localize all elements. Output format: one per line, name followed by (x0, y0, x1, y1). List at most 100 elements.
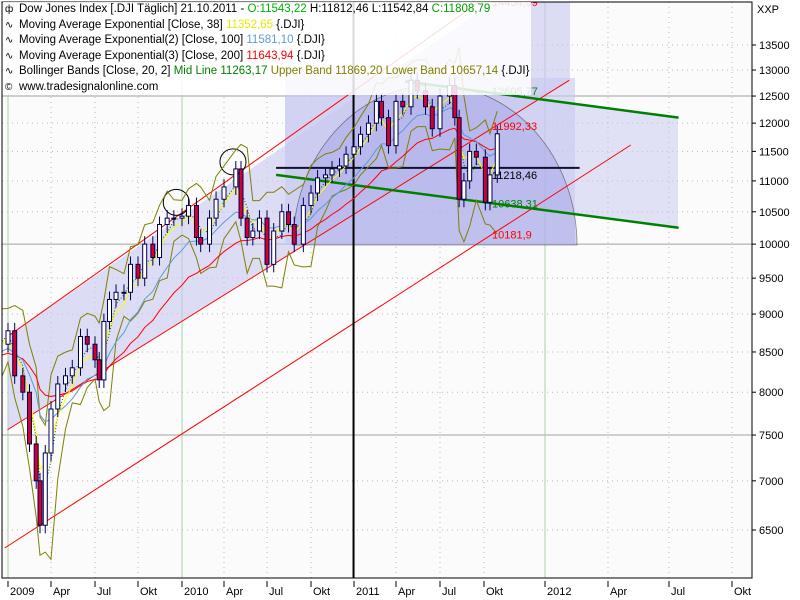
candle-body (373, 100, 379, 124)
candle-body (473, 150, 479, 158)
candle-body (279, 211, 285, 232)
candle-body (106, 298, 112, 322)
candle-body (92, 343, 98, 361)
candle-body (386, 117, 392, 147)
candle-body (337, 165, 343, 170)
x-tick-label: Jul (671, 586, 685, 598)
x-tick-label: Apr (398, 586, 415, 598)
candle-body (286, 211, 292, 226)
candle-body (264, 217, 270, 265)
y-tick-label: 7000 (759, 476, 783, 488)
candle-body (27, 391, 32, 445)
candle-body (142, 243, 148, 279)
candle-body (37, 480, 43, 526)
x-tick-label: Apr (610, 586, 627, 598)
x-tick-label: Okt (140, 586, 157, 598)
y-tick-label: 13000 (759, 65, 790, 77)
candle-body (213, 198, 219, 219)
red-trend-line (4, 144, 632, 549)
candle-body (343, 153, 349, 167)
candle-body (467, 150, 473, 182)
candle-body (233, 168, 239, 188)
candle-body (84, 336, 90, 345)
legend-title: ф Dow Jones Index [.DJI Täglich] 21.10.20… (5, 2, 529, 18)
y-tick-label: 10500 (759, 207, 790, 219)
candle-body (135, 263, 141, 279)
candlestick-icon: ф (5, 4, 14, 15)
candle-body (77, 336, 83, 369)
candle-body (33, 443, 39, 482)
candle-body (482, 156, 488, 203)
candle-body (456, 117, 462, 200)
y-tick-label: 8000 (759, 387, 783, 399)
candle-body (193, 204, 199, 239)
candle-body (63, 375, 69, 385)
y-tick-label: 10000 (759, 239, 790, 251)
candle-body (329, 168, 335, 176)
candle-body (461, 180, 467, 200)
candle-body (256, 217, 262, 232)
candle-body (171, 217, 177, 220)
chart-legend: ф Dow Jones Index [.DJI Täglich] 21.10.20… (3, 2, 532, 96)
y-tick-label: 12000 (759, 118, 790, 130)
candle-body (308, 192, 314, 206)
y-tick-label: 7500 (759, 430, 783, 442)
candle-body (113, 291, 119, 300)
green-trend-line (275, 173, 679, 229)
candle-body (150, 243, 156, 259)
x-tick-label: Jul (269, 586, 283, 598)
price-label: 11218,46 (492, 170, 537, 182)
candle-body (351, 146, 357, 155)
legend-bollinger[interactable]: ∿ Bollinger Bands [Close, 20, 2] Mid Line… (5, 64, 529, 80)
symbol-label: XXP (757, 4, 779, 16)
candle-body (315, 177, 321, 194)
candle-body (5, 330, 11, 345)
y-tick-label: 12500 (759, 91, 790, 103)
y-tick-label: 9500 (759, 273, 783, 285)
x-tick-label: 2011 (356, 586, 380, 598)
legend-source[interactable]: © www.tradesignalonline.com (5, 80, 529, 96)
candle-body (69, 367, 75, 377)
candle-body (365, 122, 371, 135)
indicator-icon: ∿ (5, 35, 14, 46)
candle-body (291, 224, 297, 245)
x-tick-label: 2012 (547, 586, 571, 598)
y-tick-label: 11500 (759, 146, 789, 158)
x-tick-label: Jul (442, 586, 456, 598)
price-label: 10638,31 (492, 199, 538, 211)
candle-body (101, 320, 107, 381)
legend-ema38[interactable]: ∿ Moving Average Exponential [Close, 38] … (5, 18, 529, 34)
candle-body (20, 375, 26, 393)
circle-marker (219, 148, 247, 176)
circle-marker (162, 188, 190, 216)
x-tick-label: Okt (313, 586, 330, 598)
legend-ema200[interactable]: ∿ Moving Average Exponential(3) [Close, 2… (5, 49, 529, 65)
candle-body (238, 168, 244, 219)
indicator-icon: ∿ (5, 66, 14, 77)
candle-body (186, 204, 192, 217)
indicator-icon: ∿ (5, 19, 14, 31)
candle-body (179, 215, 185, 219)
y-tick-label: 6500 (759, 525, 783, 537)
price-label: 10181,9 (492, 229, 532, 241)
candle-body (244, 217, 250, 239)
candle-body (271, 230, 277, 265)
x-tick-label: Apr (53, 586, 70, 598)
legend-ema100[interactable]: ∿ Moving Average Exponential(2) [Close, 1… (5, 33, 529, 49)
candle-body (487, 174, 493, 203)
candle-body (128, 263, 134, 293)
candle-body (494, 133, 500, 176)
x-tick-label: 2010 (184, 586, 208, 598)
candle-body (358, 133, 364, 148)
candle-body (164, 217, 170, 226)
x-tick-label: Okt (486, 586, 503, 598)
price-label: 11992,33 (492, 121, 537, 133)
y-tick-label: 13500 (759, 40, 790, 52)
candle-body (221, 186, 227, 200)
indicator-icon: ∿ (5, 50, 14, 62)
candle-body (42, 452, 48, 526)
candle-body (437, 95, 443, 130)
y-tick-label: 8500 (759, 347, 783, 359)
candle-body (198, 237, 204, 245)
